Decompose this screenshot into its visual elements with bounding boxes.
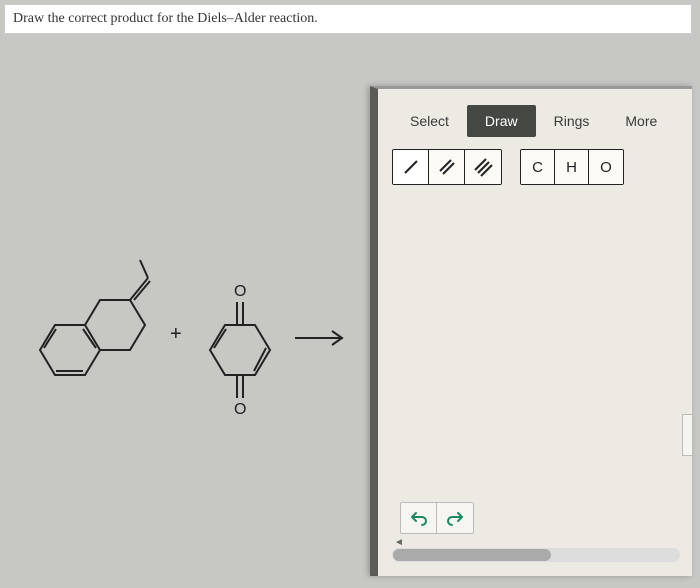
- tool-row: C H O: [378, 141, 692, 185]
- double-bond-button[interactable]: [429, 150, 465, 184]
- redo-button[interactable]: [437, 503, 473, 533]
- tab-rings[interactable]: Rings: [536, 105, 608, 137]
- bond-group: [392, 149, 502, 185]
- horizontal-scrollbar[interactable]: [392, 548, 680, 562]
- oxygen-bottom: O: [234, 401, 246, 418]
- undo-redo-group: [400, 502, 474, 534]
- right-edge-handle[interactable]: [682, 414, 692, 456]
- element-c-button[interactable]: C: [521, 150, 555, 184]
- reaction-area: + O O: [0, 40, 360, 580]
- reaction-diagram: + O O: [10, 220, 350, 420]
- triple-bond-button[interactable]: [465, 150, 501, 184]
- question-text: Draw the correct product for the Diels–A…: [13, 11, 318, 26]
- redo-icon: [446, 510, 464, 526]
- single-bond-icon: [401, 157, 421, 177]
- drawing-canvas[interactable]: [378, 199, 692, 506]
- single-bond-button[interactable]: [393, 150, 429, 184]
- tab-select[interactable]: Select: [392, 105, 467, 137]
- plus-sign: +: [170, 323, 182, 345]
- oxygen-top: O: [234, 283, 246, 300]
- element-h-button[interactable]: H: [555, 150, 589, 184]
- scrollbar-thumb[interactable]: [393, 549, 551, 561]
- tab-more[interactable]: More: [607, 105, 675, 137]
- scroll-left-arrow[interactable]: ◄: [394, 537, 404, 548]
- element-group: C H O: [520, 149, 624, 185]
- double-bond-icon: [437, 157, 457, 177]
- question-bar: Draw the correct product for the Diels–A…: [4, 4, 692, 34]
- triple-bond-icon: [473, 157, 493, 177]
- editor-panel: Select Draw Rings More: [370, 86, 692, 576]
- mode-toolbar: Select Draw Rings More: [378, 89, 692, 141]
- undo-button[interactable]: [401, 503, 437, 533]
- element-o-button[interactable]: O: [589, 150, 623, 184]
- tab-draw[interactable]: Draw: [467, 105, 536, 137]
- undo-icon: [410, 510, 428, 526]
